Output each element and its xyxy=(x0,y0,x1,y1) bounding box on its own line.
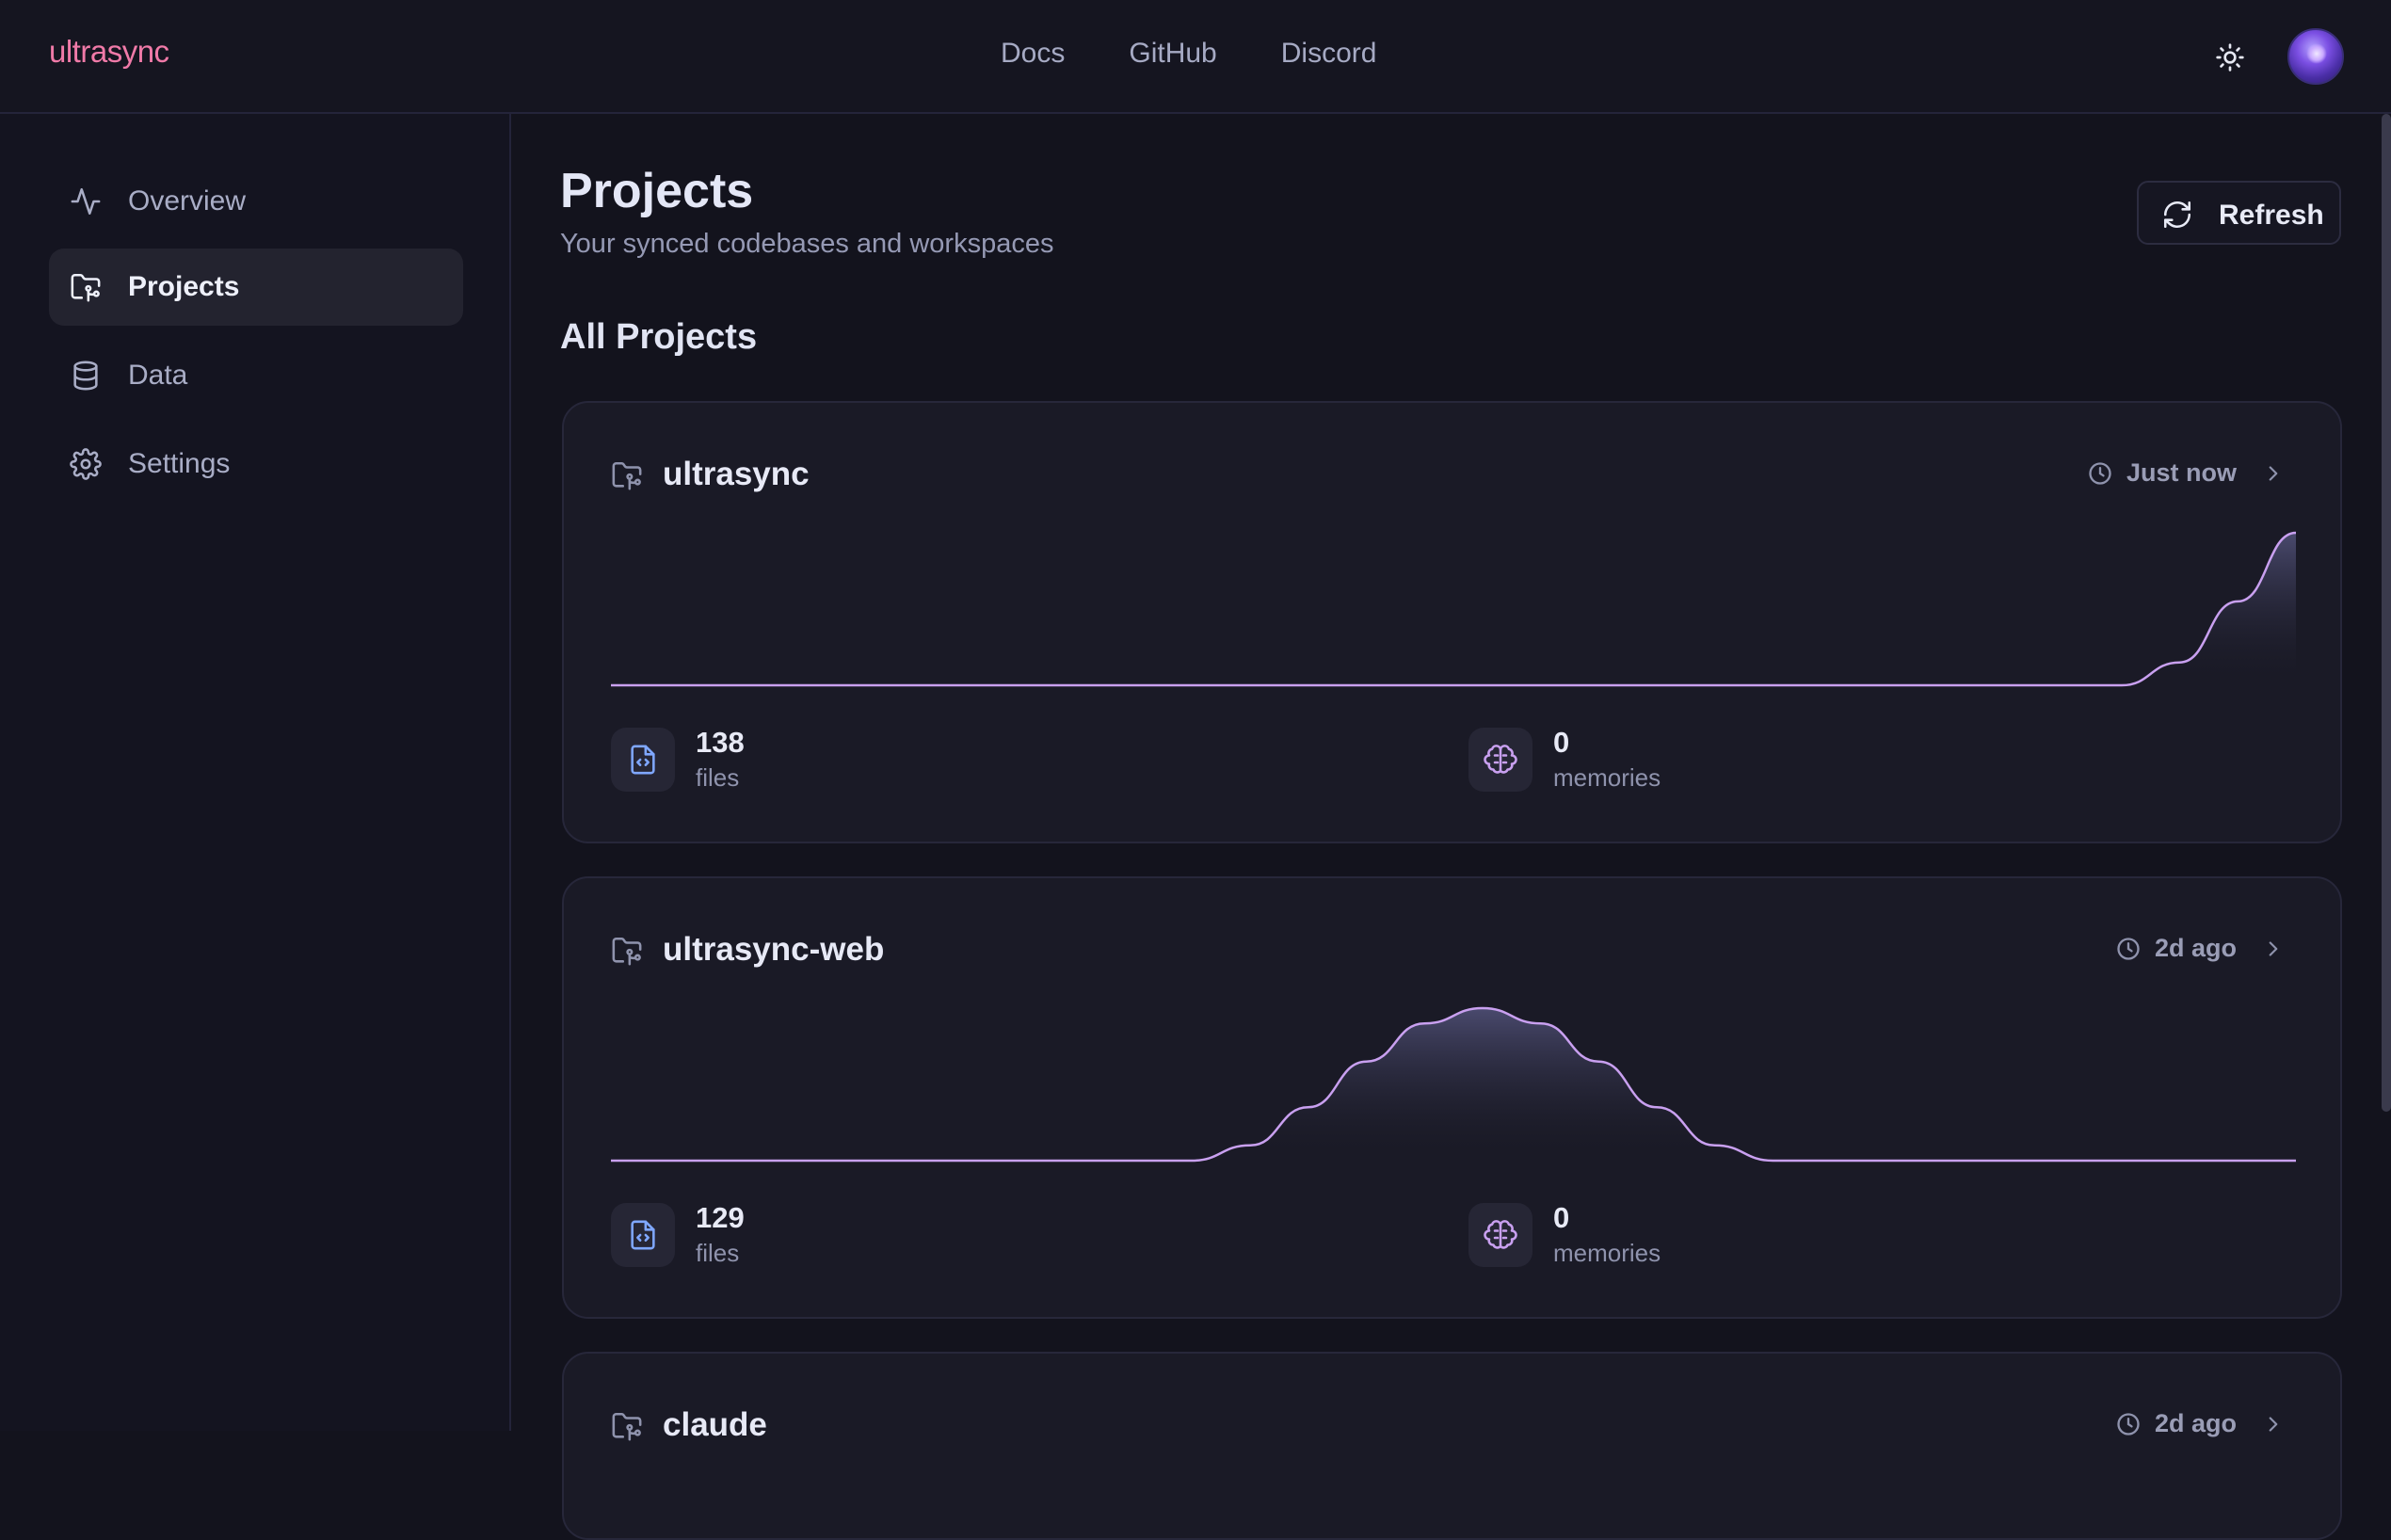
sparkline-area xyxy=(611,533,2296,685)
theme-toggle-button[interactable] xyxy=(2210,38,2250,77)
refresh-label: Refresh xyxy=(2219,200,2324,231)
top-nav: Docs GitHub Discord xyxy=(1001,38,1376,70)
memories-label: memories xyxy=(1553,1239,1661,1267)
sidebar-item-data[interactable]: Data xyxy=(49,337,463,414)
sidebar-item-label: Overview xyxy=(128,185,247,217)
page-title: Projects xyxy=(560,164,754,218)
sun-icon xyxy=(2216,43,2244,72)
activity-sparkline xyxy=(611,525,2296,690)
sidebar-item-overview[interactable]: Overview xyxy=(49,163,463,240)
sidebar-item-label: Settings xyxy=(128,448,231,479)
project-card[interactable]: claude 2d ago xyxy=(562,1352,2342,1540)
user-avatar[interactable] xyxy=(2287,28,2344,85)
last-updated-text: 2d ago xyxy=(2154,934,2237,962)
files-count: 129 xyxy=(696,1201,745,1234)
last-updated: 2d ago xyxy=(2115,1409,2237,1438)
section-title: All Projects xyxy=(560,317,758,357)
page-subtitle: Your synced codebases and workspaces xyxy=(560,229,1054,259)
file-code-icon xyxy=(631,745,655,775)
app-logo[interactable]: ultrasync xyxy=(49,34,169,69)
activity-icon xyxy=(71,187,101,216)
file-code-icon-box xyxy=(611,1203,675,1267)
project-card[interactable]: ultrasync Just now 138 files xyxy=(562,401,2342,843)
main-content: Projects Your synced codebases and works… xyxy=(513,114,2391,1540)
sparkline-area xyxy=(611,1008,2296,1161)
gear-icon xyxy=(70,448,102,480)
memories-label: memories xyxy=(1553,763,1661,792)
brain-icon xyxy=(1484,1220,1517,1249)
memories-count: 0 xyxy=(1553,726,1570,759)
folder-git-icon xyxy=(612,1412,642,1441)
folder-git-icon xyxy=(612,937,642,966)
brain-icon-box xyxy=(1468,1203,1532,1267)
chevron-right-icon[interactable] xyxy=(2261,1412,2286,1436)
nav-docs-link[interactable]: Docs xyxy=(1001,38,1066,69)
brain-icon xyxy=(1484,745,1517,774)
project-name: claude xyxy=(663,1406,767,1443)
last-updated-text: 2d ago xyxy=(2154,1409,2237,1437)
sidebar-item-settings[interactable]: Settings xyxy=(49,425,463,503)
files-count: 138 xyxy=(696,726,745,759)
clock-icon xyxy=(2117,1412,2140,1436)
refresh-icon xyxy=(2163,201,2191,229)
folder-git-icon xyxy=(612,461,642,490)
project-card[interactable]: ultrasync-web 2d ago 129 files xyxy=(562,876,2342,1319)
clock-icon xyxy=(2117,937,2140,960)
file-code-icon xyxy=(631,1220,655,1250)
chevron-right-icon[interactable] xyxy=(2261,937,2286,961)
nav-discord-link[interactable]: Discord xyxy=(1280,38,1377,69)
scrollbar[interactable] xyxy=(2382,114,2391,1112)
sidebar: Overview Projects Data Settings xyxy=(0,114,511,1431)
sidebar-item-label: Data xyxy=(128,360,188,391)
sidebar-item-label: Projects xyxy=(128,271,240,302)
activity-sparkline xyxy=(611,1001,2296,1165)
files-label: files xyxy=(696,763,740,792)
top-bar: ultrasync Docs GitHub Discord xyxy=(0,0,2391,114)
sparkline-line xyxy=(611,533,2296,685)
nav-github-link[interactable]: GitHub xyxy=(1129,38,1217,69)
sparkline-line xyxy=(611,1008,2296,1161)
brain-icon-box xyxy=(1468,728,1532,792)
folder-git-icon xyxy=(71,273,101,302)
file-code-icon-box xyxy=(611,728,675,792)
last-updated: 2d ago xyxy=(2115,934,2237,963)
memories-count: 0 xyxy=(1553,1201,1570,1234)
project-name: ultrasync xyxy=(663,456,810,492)
files-label: files xyxy=(696,1239,740,1267)
database-icon xyxy=(73,361,98,391)
sidebar-item-projects[interactable]: Projects xyxy=(49,249,463,326)
clock-icon xyxy=(2089,461,2111,485)
chevron-right-icon[interactable] xyxy=(2261,461,2286,486)
last-updated-text: Just now xyxy=(2126,458,2237,487)
refresh-button[interactable]: Refresh xyxy=(2137,181,2341,245)
last-updated: Just now xyxy=(2087,458,2237,488)
project-name: ultrasync-web xyxy=(663,931,885,968)
